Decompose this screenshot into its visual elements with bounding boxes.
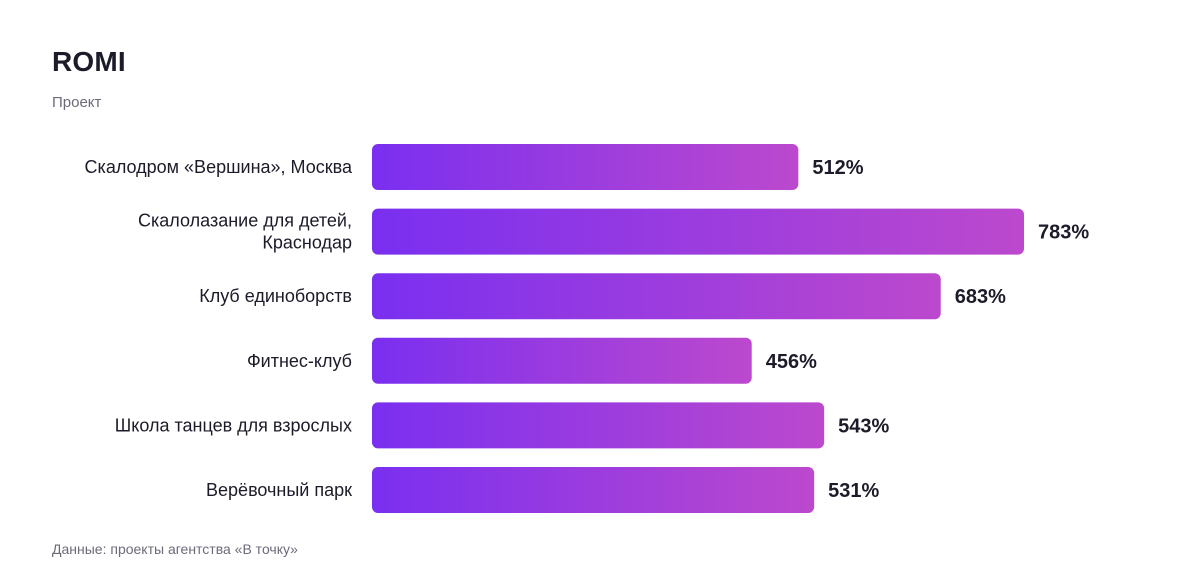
category-label: Клуб единоборств	[199, 286, 352, 306]
category-label: Фитнес-клуб	[247, 351, 352, 371]
bar	[372, 402, 825, 449]
category-label-line: Клуб единоборств	[199, 286, 352, 306]
category-label: Верёвочный парк	[206, 480, 352, 500]
bar	[372, 273, 941, 320]
bar	[372, 208, 1024, 255]
value-label: 512%	[812, 157, 863, 179]
chart-subtitle: Проект	[52, 94, 102, 111]
category-label-line: Скалолазание для детей,	[138, 211, 352, 231]
source-note: Данные: проекты агентства «В точку»	[52, 541, 298, 557]
category-label-line: Школа танцев для взрослых	[115, 415, 352, 435]
value-label: 531%	[828, 480, 879, 502]
bar	[372, 467, 815, 513]
category-label: Скалолазание для детей, Краснодар	[138, 211, 352, 253]
category-label-line: Верёвочный парк	[206, 480, 352, 500]
value-label: 543%	[838, 415, 889, 437]
value-label: 683%	[955, 286, 1006, 308]
category-label: Школа танцев для взрослых	[115, 415, 352, 435]
bar	[372, 337, 752, 384]
bars-layer: Скалодром «Вершина», Москва 512% Скалолаза…	[85, 144, 1089, 513]
chart-title: ROMI	[52, 46, 126, 77]
category-label-line: Фитнес-клуб	[247, 351, 352, 371]
category-label-line: Скалодром «Вершина», Москва	[85, 157, 353, 177]
bar	[372, 144, 799, 190]
value-label: 456%	[766, 351, 817, 373]
category-label: Скалодром «Вершина», Москва	[85, 157, 353, 177]
value-label: 783%	[1038, 222, 1089, 244]
category-label-line: Краснодар	[262, 233, 352, 253]
